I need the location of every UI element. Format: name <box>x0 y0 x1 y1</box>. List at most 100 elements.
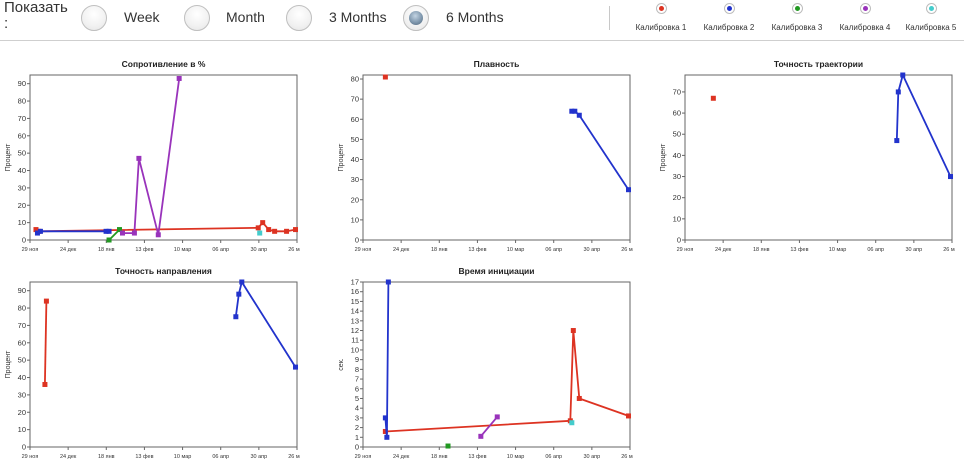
y-tick-label: 70 <box>351 95 359 104</box>
x-tick-label: 26 май <box>288 246 300 253</box>
y-tick-label: 10 <box>673 214 681 223</box>
x-tick-label: 29 ноя <box>22 454 39 460</box>
legend-dot-icon <box>655 3 667 14</box>
y-tick-label: 20 <box>673 193 681 202</box>
legend-item-calibration-1[interactable]: Калибровка 1 <box>626 3 696 32</box>
y-tick-label: 4 <box>355 404 359 413</box>
y-tick-label: 6 <box>355 384 359 393</box>
x-tick-label: 10 мар <box>174 454 192 460</box>
series-line <box>480 416 498 437</box>
x-tick-label: 30 апр <box>250 454 267 460</box>
y-tick-label: 12 <box>351 326 359 335</box>
data-point <box>293 227 299 233</box>
legend-item-calibration-2[interactable]: Калибровка 2 <box>694 3 764 32</box>
data-point <box>260 220 266 226</box>
y-tick-label: 20 <box>18 201 26 210</box>
chart-svg: Время инициациисек.012345678910111213141… <box>338 266 633 460</box>
x-tick-label: 26 май <box>621 453 633 460</box>
chart-title: Плавность <box>474 59 520 69</box>
y-tick-label: 5 <box>355 394 359 403</box>
y-axis-label: сек. <box>338 358 345 370</box>
data-point <box>239 279 245 285</box>
x-tick-label: 10 мар <box>507 454 525 460</box>
legend-dot-icon <box>791 3 803 14</box>
label-week[interactable]: Week <box>124 9 160 25</box>
y-axis-label: Процент <box>338 143 345 172</box>
legend-label: Калибровка 1 <box>635 23 687 32</box>
label-month[interactable]: Month <box>226 9 265 25</box>
plot-area <box>29 74 298 241</box>
data-point <box>478 433 484 439</box>
data-point <box>272 228 278 234</box>
y-tick-label: 70 <box>673 87 681 96</box>
chart-svg: Плавность Процент 0 10 20 30 40 50 60 70 80 29 ноя 2… <box>338 59 633 253</box>
y-tick-label: 14 <box>351 307 359 316</box>
x-tick-label: 24 дек <box>393 247 410 253</box>
radio-month[interactable] <box>184 5 210 31</box>
data-point <box>106 237 112 243</box>
x-tick-label: 13 фев <box>790 247 808 253</box>
data-point <box>33 227 39 233</box>
data-point <box>576 395 582 401</box>
x-tick-label: 26 май <box>288 453 300 460</box>
radio-week[interactable] <box>81 5 107 31</box>
data-point <box>136 155 142 161</box>
chart-title: Сопротивление в % <box>122 59 206 69</box>
data-point <box>382 415 388 421</box>
legend-item-calibration-4[interactable]: Калибровка 4 <box>830 3 900 32</box>
y-axis-label: Процент <box>5 350 12 379</box>
data-point <box>710 95 716 101</box>
y-tick-label: 20 <box>18 408 26 417</box>
x-tick-label: 29 ноя <box>22 247 39 253</box>
x-tick-label: 18 янв <box>753 247 770 253</box>
chart-svg: Сопротивление в % Процент 0 10 20 30 40 50 60 70 8… <box>5 59 300 253</box>
y-tick-label: 40 <box>351 155 359 164</box>
x-tick-label: 10 мар <box>829 247 847 253</box>
y-tick-label: 16 <box>351 287 359 296</box>
x-tick-label: 24 дек <box>393 454 410 460</box>
radio-6-months[interactable] <box>403 5 429 31</box>
chart-smoothness: Плавность Процент 0 10 20 30 40 50 60 70 80 29 ноя 2… <box>333 55 633 265</box>
data-point <box>266 227 272 233</box>
y-tick-label: 60 <box>18 131 26 140</box>
data-point <box>382 74 388 80</box>
y-tick-label: 70 <box>18 321 26 330</box>
data-point <box>572 108 578 114</box>
x-tick-label: 18 янв <box>431 247 448 253</box>
y-tick-label: 40 <box>18 373 26 382</box>
y-tick-label: 60 <box>18 338 26 347</box>
y-tick-label: 2 <box>355 423 359 432</box>
y-tick-label: 1 <box>355 433 359 442</box>
series-line <box>895 74 952 177</box>
data-point <box>176 75 182 81</box>
x-tick-label: 18 янв <box>98 454 115 460</box>
legend-dot-icon <box>723 3 735 14</box>
label-6-months[interactable]: 6 Months <box>446 9 504 25</box>
toolbar-separator <box>609 6 610 30</box>
x-tick-label: 18 янв <box>98 247 115 253</box>
y-tick-label: 7 <box>355 375 359 384</box>
data-point <box>255 225 261 231</box>
series-line <box>44 301 48 385</box>
data-point <box>445 443 451 449</box>
x-tick-label: 30 апр <box>583 454 600 460</box>
data-point <box>103 228 109 234</box>
x-tick-label: 29 ноя <box>677 247 694 253</box>
label-3-months[interactable]: 3 Months <box>329 9 387 25</box>
y-tick-label: 17 <box>351 278 359 287</box>
y-tick-label: 80 <box>351 75 359 84</box>
chart-title: Точность направления <box>115 266 212 276</box>
chart-svg: Точность траектории Процент 0 10 20 30 40 50 60 7… <box>660 59 955 253</box>
y-tick-label: 11 <box>351 336 359 345</box>
y-tick-label: 60 <box>351 115 359 124</box>
radio-3-months[interactable] <box>286 5 312 31</box>
legend-item-calibration-5[interactable]: Калибровка 5 <box>896 3 964 32</box>
x-tick-label: 13 фев <box>468 247 486 253</box>
x-tick-label: 06 апр <box>867 247 884 253</box>
data-point <box>236 291 242 297</box>
plot-area <box>362 74 631 241</box>
data-point <box>34 230 40 236</box>
legend-item-calibration-3[interactable]: Калибровка 3 <box>762 3 832 32</box>
x-tick-label: 30 апр <box>905 247 922 253</box>
x-tick-label: 13 фев <box>468 454 486 460</box>
